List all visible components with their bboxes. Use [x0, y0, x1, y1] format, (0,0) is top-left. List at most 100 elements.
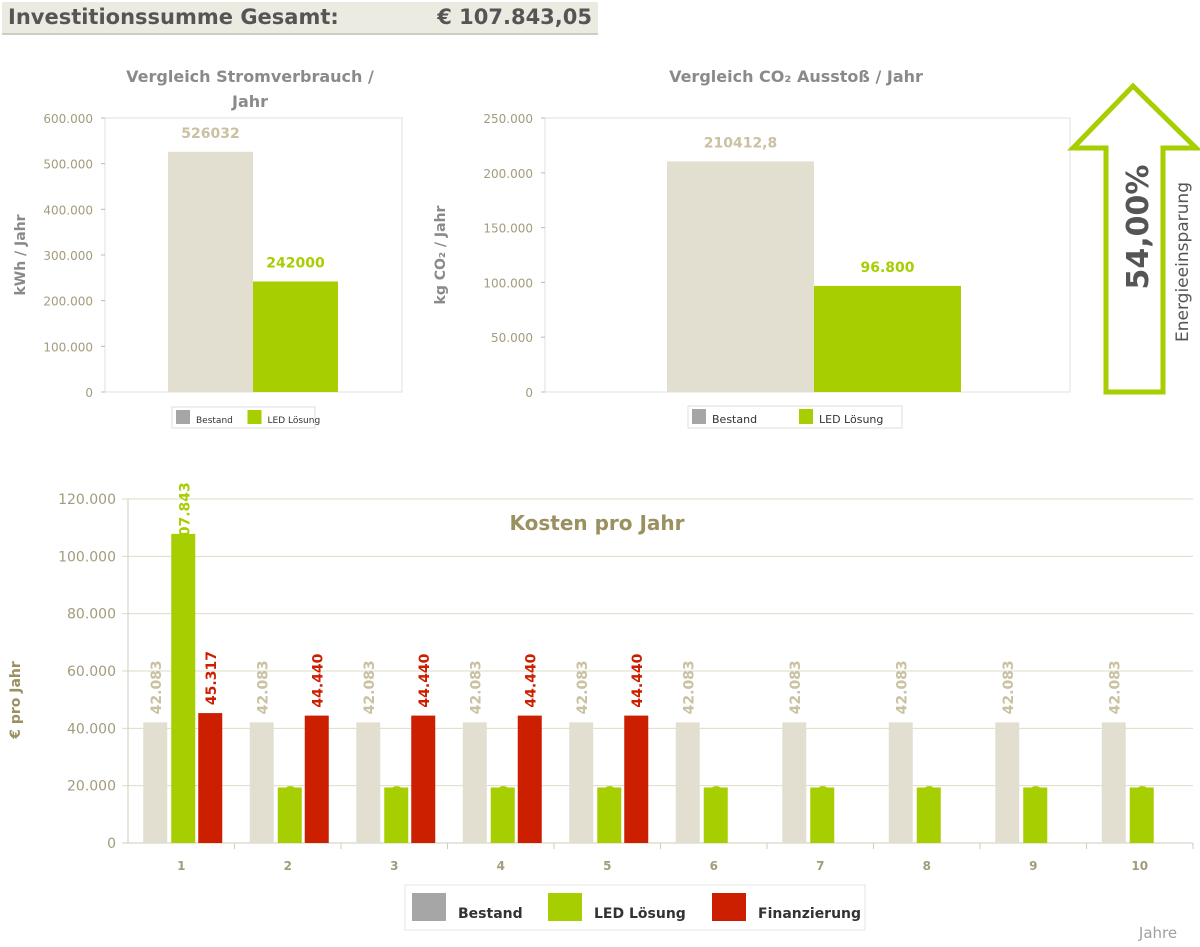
x-tick-label: 10	[1131, 859, 1148, 873]
legend-label: LED Lösung	[268, 416, 321, 426]
x-tick-label: 8	[923, 859, 931, 873]
bar-finanzierung	[624, 715, 649, 843]
bar-bestand	[1101, 722, 1126, 843]
legend-swatch	[712, 893, 746, 921]
bar-data-label: 96.800	[860, 260, 914, 276]
y-tick-label: 600.000	[43, 112, 93, 126]
chart-title: Vergleich CO₂ Ausstoß / Jahr	[669, 67, 923, 86]
bar-finanzierung	[198, 713, 223, 843]
bar-data-label: 19.360	[710, 785, 726, 839]
legend	[171, 406, 316, 429]
y-tick-label: 250.000	[483, 112, 533, 126]
bar-data-label: 42.083	[1001, 660, 1017, 714]
x-tick-label: 6	[710, 859, 718, 873]
legend-swatch	[176, 410, 190, 424]
up-arrow-icon	[1067, 82, 1200, 395]
bar-bestand	[995, 722, 1020, 843]
bar-data-label: 42.083	[149, 660, 165, 714]
y-tick-label: 60.000	[67, 664, 116, 680]
bar-data-label: 45.317	[204, 651, 220, 705]
bar-data-label: 42.083	[895, 660, 911, 714]
bar-led-lösung	[597, 787, 622, 843]
y-tick-label: 50.000	[491, 331, 533, 345]
legend-swatch	[692, 409, 706, 424]
y-tick-label: 150.000	[483, 222, 533, 236]
legend-swatch	[548, 893, 582, 921]
bar-finanzierung	[304, 715, 329, 843]
bar-finanzierung	[411, 715, 436, 843]
bar-bestand	[675, 722, 700, 843]
bar-data-label: 44.440	[311, 653, 327, 707]
legend-label: Bestand	[712, 413, 757, 426]
x-tick-label: 4	[497, 859, 505, 873]
bar-led-lösung	[277, 787, 302, 843]
bar-led-lösung	[916, 787, 941, 843]
chart-title: Kosten pro Jahr	[509, 511, 684, 535]
bar-led-lösung	[1023, 787, 1048, 843]
x-tick-label: 9	[1029, 859, 1037, 873]
y-tick-label: 200.000	[483, 167, 533, 181]
chart-title: Vergleich Stromverbrauch /	[126, 67, 374, 86]
bar-data-label: 210412,8	[704, 135, 778, 151]
y-tick-label: 20.000	[67, 779, 116, 795]
bar-led-lösung	[384, 787, 409, 843]
y-tick-label: 0	[107, 836, 116, 852]
x-tick-label: 3	[390, 859, 398, 873]
bar-data-label: 19.360	[603, 785, 619, 839]
y-tick-label: 80.000	[67, 607, 116, 623]
x-tick-label: 1	[177, 859, 185, 873]
chart-title: Jahr	[231, 92, 268, 111]
bar-led-lösung	[814, 285, 961, 392]
bar-data-label: 42.083	[788, 660, 804, 714]
bar-bestand	[249, 722, 274, 843]
legend-label: Bestand	[458, 906, 523, 922]
bar-finanzierung	[517, 715, 542, 843]
y-tick-label: 200.000	[43, 295, 93, 309]
bar-led-lösung	[490, 787, 515, 843]
legend-label: LED Lösung	[594, 906, 686, 922]
y-tick-label: 400.000	[43, 203, 93, 217]
y-tick-label: 100.000	[483, 276, 533, 290]
savings-percent: 54,00%	[1121, 165, 1156, 290]
x-axis-label: Jahre	[1138, 924, 1177, 942]
bar-data-label: 42.083	[575, 660, 591, 714]
legend-label: LED Lösung	[819, 413, 883, 426]
investment-total-value: € 107.843,05	[437, 5, 592, 29]
bar-bestand	[143, 722, 168, 843]
y-tick-label: 0	[525, 386, 533, 400]
y-axis-label: kWh / Jahr	[13, 214, 29, 295]
bar-led-lösung	[703, 787, 728, 843]
y-tick-label: 0	[85, 386, 93, 400]
bar-data-label: 19.360	[284, 785, 300, 839]
bar-bestand	[888, 722, 913, 843]
bar-data-label: 19.360	[816, 785, 832, 839]
bar-data-label: 526032	[181, 126, 239, 142]
y-tick-label: 120.000	[58, 492, 116, 508]
legend-label: Bestand	[196, 416, 233, 426]
y-tick-label: 40.000	[67, 721, 116, 737]
bar-bestand	[356, 722, 381, 843]
x-tick-label: 5	[603, 859, 611, 873]
bar-data-label: 19.360	[1029, 785, 1045, 839]
y-tick-label: 100.000	[58, 549, 116, 565]
bar-led-lösung	[1129, 787, 1154, 843]
bar-bestand	[569, 722, 594, 843]
bar-data-label: 44.440	[630, 653, 646, 707]
y-axis-label: kg CO₂ / Jahr	[433, 205, 449, 304]
y-tick-label: 500.000	[43, 158, 93, 172]
legend	[687, 405, 903, 429]
bar-bestand	[462, 722, 487, 843]
investment-total-label: Investitionssumme Gesamt:	[8, 5, 339, 29]
bar-data-label: 19.360	[1136, 785, 1152, 839]
y-tick-label: 300.000	[43, 249, 93, 263]
bar-led-lösung	[810, 787, 835, 843]
bar-data-label: 42.083	[362, 660, 378, 714]
legend	[404, 884, 866, 931]
bar-data-label: 19.360	[923, 785, 939, 839]
bar-data-label: 42.083	[256, 660, 272, 714]
x-tick-label: 7	[816, 859, 824, 873]
bar-data-label: 107.843	[177, 482, 193, 546]
bar-led-lösung	[171, 533, 196, 843]
legend-swatch	[799, 409, 813, 424]
